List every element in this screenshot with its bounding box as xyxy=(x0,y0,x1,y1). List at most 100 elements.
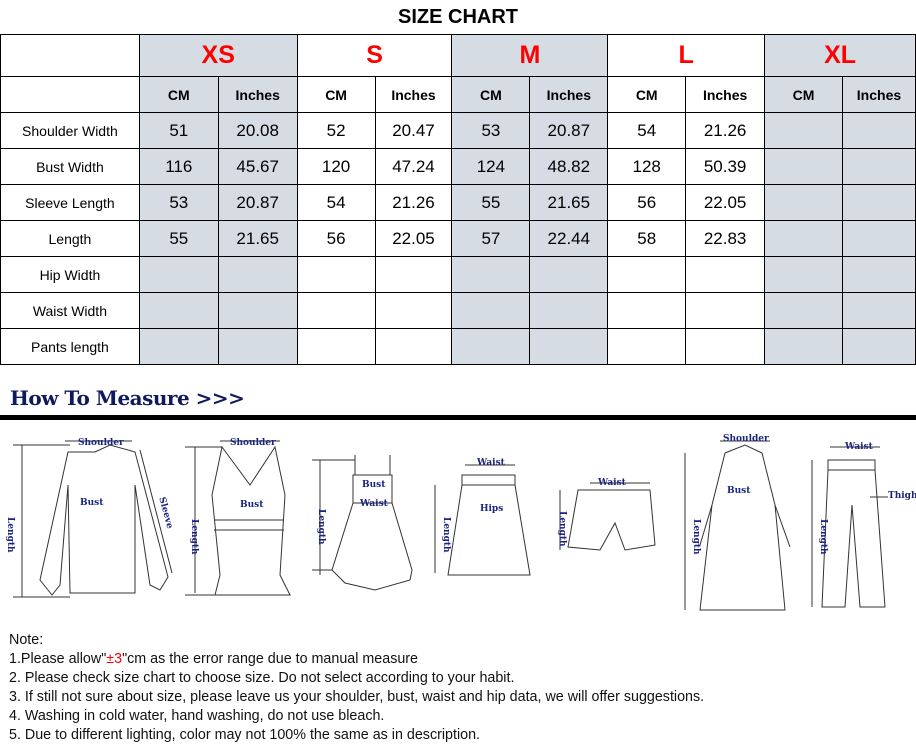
notes: Note: 1.Please allow"±3"cm as the error … xyxy=(9,631,704,745)
table-row: Length 55 21.65 56 22.05 57 22.44 58 22.83 xyxy=(0,220,916,257)
label-waist: Waist xyxy=(476,458,506,468)
cell-value: 21.26 xyxy=(374,184,453,221)
table-row: Bust Width 116 45.67 120 47.24 124 48.82 128 50.… xyxy=(0,148,916,185)
label-length: Length xyxy=(441,517,451,553)
row-label: Shoulder Width xyxy=(0,112,140,149)
cell-value xyxy=(685,292,766,329)
cell-value: 56 xyxy=(296,220,376,257)
cell-value xyxy=(841,220,916,257)
cell-value: 22.05 xyxy=(685,184,766,221)
empty-corner xyxy=(0,76,140,113)
cell-value: 55 xyxy=(451,184,531,221)
empty-corner xyxy=(0,34,140,77)
blouse-illustration: Shoulder Bust Length Sleeve xyxy=(5,438,174,598)
cell-value xyxy=(138,256,219,293)
cell-value xyxy=(841,256,916,293)
cell-value xyxy=(138,292,219,329)
cell-value xyxy=(217,292,298,329)
dress-illustration: Bust Waist Length xyxy=(312,455,413,591)
cell-value xyxy=(217,328,298,365)
cell-value xyxy=(374,292,453,329)
note-3: 3. If still not sure about size, please … xyxy=(9,689,705,705)
row-label: Pants length xyxy=(0,328,140,365)
label-shoulder: Shoulder xyxy=(78,438,124,448)
unit-cm: CM xyxy=(607,76,687,113)
label-length: Length xyxy=(557,511,567,547)
size-l: L xyxy=(607,34,766,77)
cell-value: 54 xyxy=(607,112,687,149)
size-xl: XL xyxy=(764,34,916,77)
cell-value xyxy=(138,328,219,365)
pants-illustration: Waist Thigh Length xyxy=(811,442,916,608)
table-row: Waist Width xyxy=(0,292,916,329)
cell-value: 20.08 xyxy=(217,112,298,149)
cell-value: 45.67 xyxy=(217,148,298,185)
cell-value: 22.05 xyxy=(374,220,453,257)
note-2: 2. Please check size chart to choose siz… xyxy=(9,670,515,686)
label-shoulder: Shoulder xyxy=(230,438,276,448)
unit-inches: Inches xyxy=(841,76,916,113)
row-label: Sleeve Length xyxy=(0,184,140,221)
note-5: 5. Due to different lighting, color may … xyxy=(9,727,481,743)
cell-value: 53 xyxy=(138,184,219,221)
cell-value xyxy=(764,112,843,149)
cell-value xyxy=(217,256,298,293)
cell-value xyxy=(841,184,916,221)
table-row: Sleeve Length 53 20.87 54 21.26 55 21.65 56 22.0… xyxy=(0,184,916,221)
row-label: Length xyxy=(0,220,140,257)
cell-value: 51 xyxy=(138,112,219,149)
cell-value xyxy=(451,328,531,365)
cell-value: 20.87 xyxy=(529,112,609,149)
label-length: Length xyxy=(818,519,828,555)
notes-heading: Note: xyxy=(9,632,44,648)
unit-cm: CM xyxy=(296,76,376,113)
measurement-illustrations: Shoulder Bust Length Sleeve Shoulder Bus… xyxy=(5,434,916,611)
label-waist: Waist xyxy=(597,478,627,488)
cell-value xyxy=(764,220,843,257)
label-length: Length xyxy=(691,519,701,555)
skirt-illustration: Waist Hips Length xyxy=(434,458,531,576)
table-row: Pants length xyxy=(0,328,916,365)
cell-value: 53 xyxy=(451,112,531,149)
how-to-measure-heading: How To Measure >>> xyxy=(10,386,245,410)
row-label: Waist Width xyxy=(0,292,140,329)
cell-value: 20.47 xyxy=(374,112,453,149)
label-length: Length xyxy=(316,509,326,545)
unit-cm: CM xyxy=(451,76,531,113)
cell-value xyxy=(685,328,766,365)
cell-value: 116 xyxy=(138,148,219,185)
size-xs: XS xyxy=(138,34,298,77)
row-label: Bust Width xyxy=(0,148,140,185)
note-4: 4. Washing in cold water, hand washing, … xyxy=(9,708,385,724)
cell-value xyxy=(841,148,916,185)
cell-value xyxy=(451,292,531,329)
cell-value: 124 xyxy=(451,148,531,185)
size-header-row: XS S M L XL xyxy=(0,34,916,77)
cell-value xyxy=(529,256,609,293)
cell-value: 55 xyxy=(138,220,219,257)
label-bust: Bust xyxy=(362,480,386,490)
row-label: Hip Width xyxy=(0,256,140,293)
cell-value: 20.87 xyxy=(217,184,298,221)
vest-illustration: Shoulder Bust Length xyxy=(185,438,291,596)
coat-illustration: Shoulder Bust Length xyxy=(684,434,791,611)
unit-header-row: CM Inches CM Inches CM Inches CM Inches CM Inches xyxy=(0,76,916,113)
table-row: Hip Width xyxy=(0,256,916,293)
cell-value xyxy=(841,328,916,365)
cell-value xyxy=(685,256,766,293)
divider xyxy=(0,415,916,420)
label-bust: Bust xyxy=(727,486,751,496)
cell-value: 21.26 xyxy=(685,112,766,149)
cell-value xyxy=(607,292,687,329)
page-title: SIZE CHART xyxy=(398,6,518,28)
unit-cm: CM xyxy=(138,76,219,113)
label-bust: Bust xyxy=(240,500,264,510)
size-m: M xyxy=(451,34,609,77)
cell-value xyxy=(764,148,843,185)
cell-value: 56 xyxy=(607,184,687,221)
cell-value: 120 xyxy=(296,148,376,185)
cell-value: 50.39 xyxy=(685,148,766,185)
size-chart-table: XS S M L XL CM Inches CM Inches CM Inches CM Inches C… xyxy=(0,34,916,365)
cell-value xyxy=(607,256,687,293)
label-length: Length xyxy=(189,519,199,555)
